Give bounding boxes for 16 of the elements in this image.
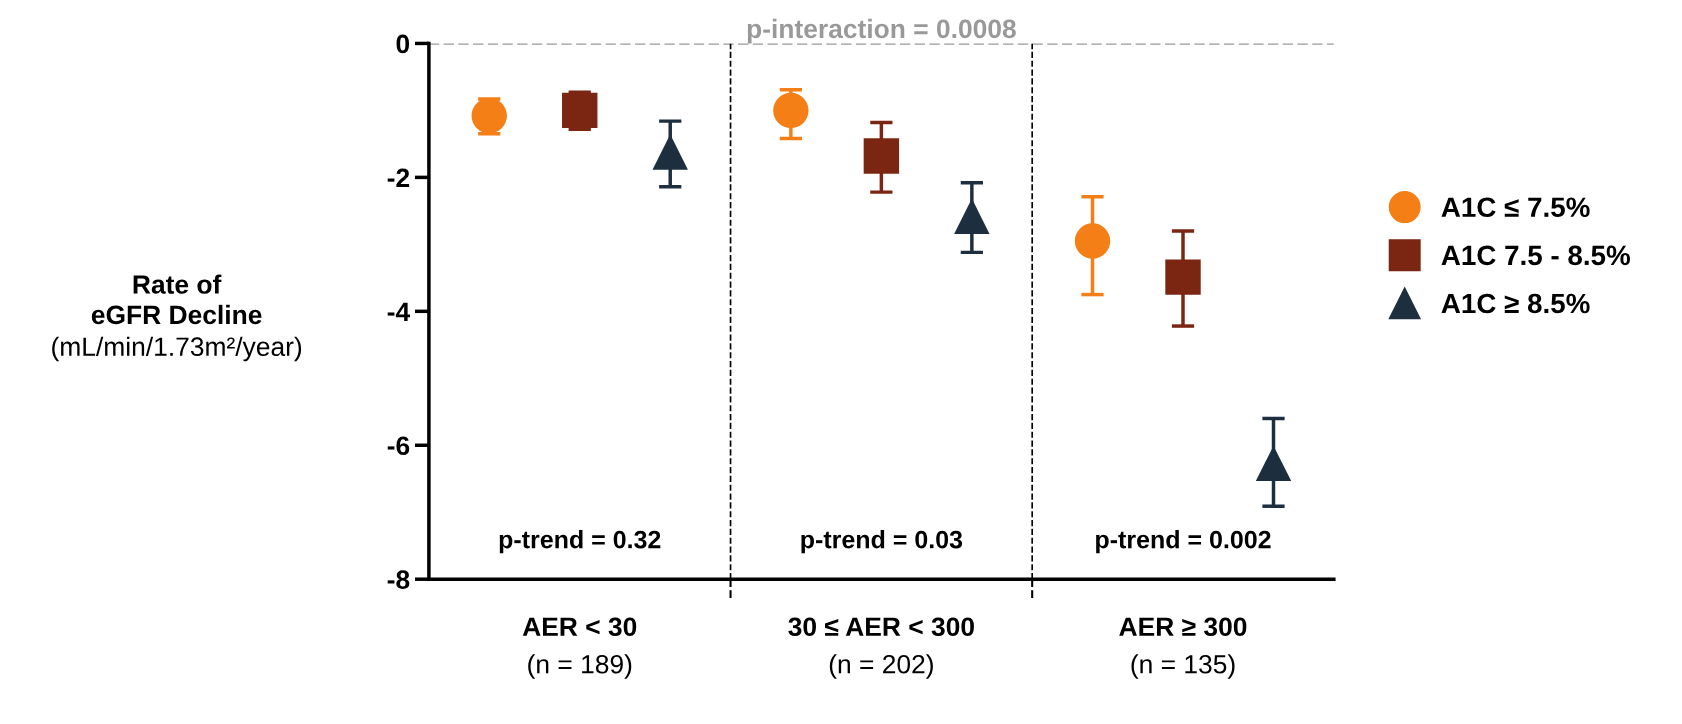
legend-label: A1C 7.5 - 8.5% [1441, 245, 1630, 266]
y-tick-label: -8 [387, 570, 410, 590]
y-axis-title: Rate of eGFR Decline (mL/min/1.73m²/year) [52, 274, 302, 362]
x-tick-label: AER < 30 (n = 189) [522, 617, 637, 679]
legend-label: A1C ≥ 8.5% [1441, 293, 1590, 314]
x-tick-label: 30 ≤ AER < 300 (n = 202) [788, 617, 974, 679]
y-tick-label: -6 [387, 436, 410, 456]
y-tick-label: -4 [387, 302, 411, 321]
y-tick-label: 0 [396, 34, 410, 54]
annotation: p-trend = 0.002 [1096, 530, 1271, 554]
annotation: p-interaction = 0.0008 [747, 18, 1016, 44]
y-tick-label: -2 [387, 168, 410, 187]
annotation: p-trend = 0.03 [801, 530, 963, 554]
x-tick-label: AER ≥ 300 (n = 135) [1119, 617, 1247, 679]
legend-label: A1C ≤ 7.5% [1441, 197, 1590, 218]
annotation: p-trend = 0.32 [499, 530, 661, 554]
